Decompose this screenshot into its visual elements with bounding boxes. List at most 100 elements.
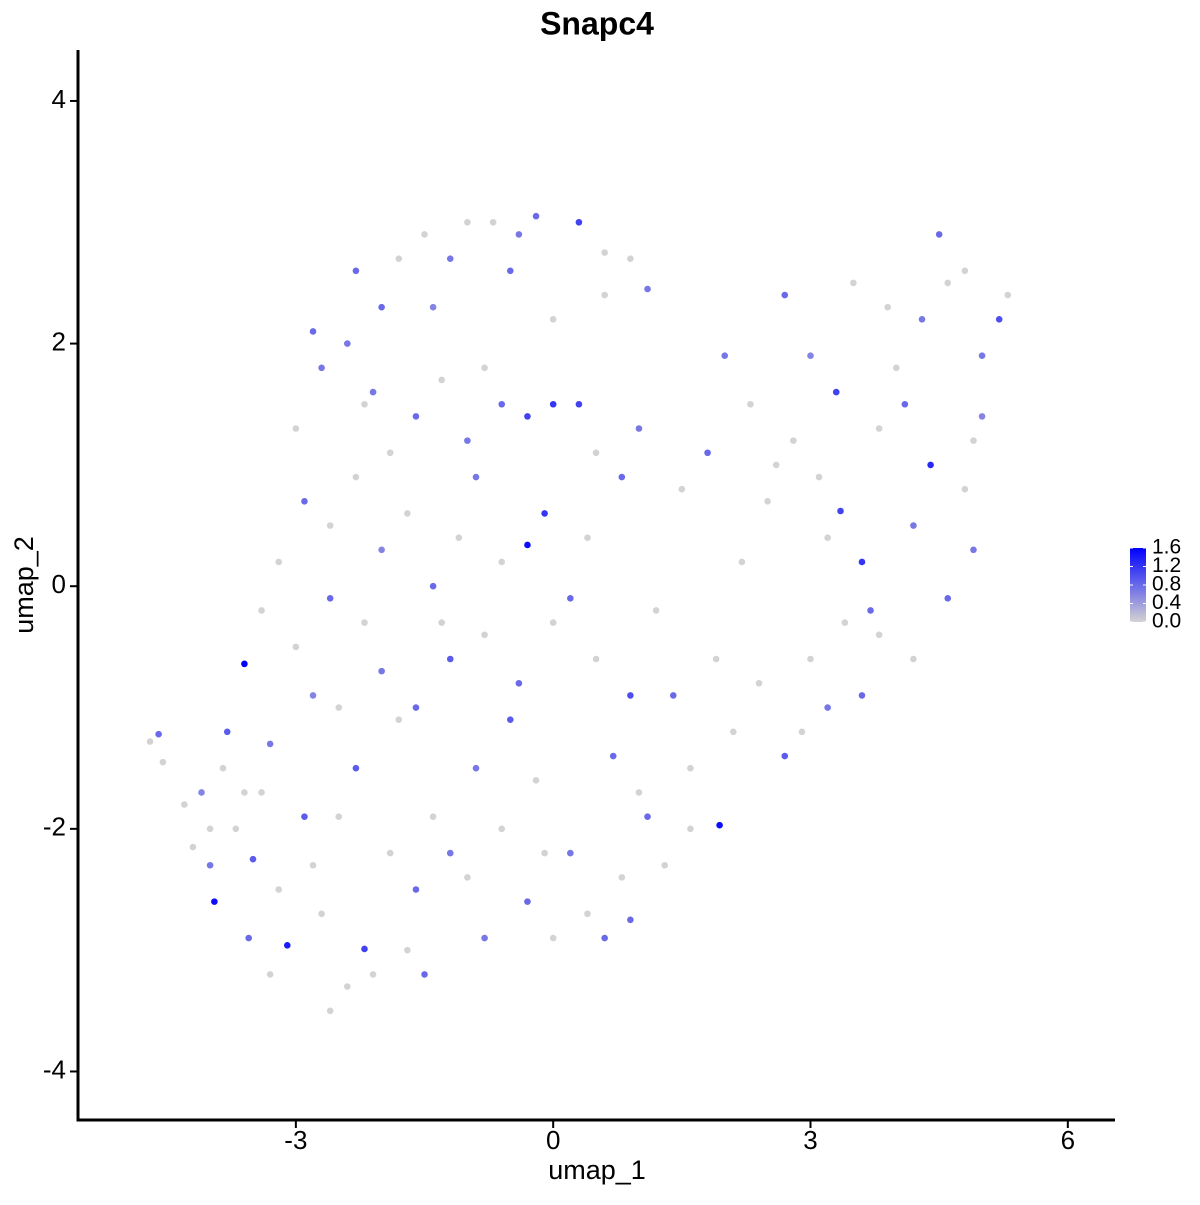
cell-point — [344, 340, 351, 347]
x-tick-label: 6 — [1061, 1125, 1075, 1155]
cell-point — [627, 255, 634, 262]
cell-point — [412, 704, 420, 711]
cell-point — [575, 400, 583, 408]
cell-point — [481, 631, 488, 639]
cell-point — [592, 449, 600, 457]
cell-point — [901, 400, 909, 408]
cell-point — [961, 267, 969, 275]
cell-point — [935, 231, 943, 238]
cell-point — [567, 595, 574, 602]
cell-point — [875, 631, 883, 639]
cell-point — [223, 728, 231, 736]
cell-point — [661, 861, 668, 869]
cell-point — [515, 679, 523, 687]
cell-point — [944, 279, 952, 287]
cell-point — [549, 934, 557, 942]
x-tick-label: 0 — [546, 1125, 560, 1155]
cell-point — [361, 945, 368, 953]
cell-point — [506, 716, 514, 723]
cell-point — [378, 546, 385, 554]
cell-point — [489, 218, 497, 226]
cell-point — [601, 249, 608, 256]
cell-point — [875, 425, 883, 432]
cell-point — [601, 934, 608, 942]
cell-point — [961, 485, 969, 493]
cell-point — [884, 303, 892, 311]
cell-point — [858, 692, 866, 699]
cell-point — [446, 849, 454, 857]
cell-point — [159, 758, 167, 766]
cell-point — [219, 764, 227, 772]
cell-point — [464, 874, 471, 881]
cell-point — [524, 413, 531, 420]
cell-point — [635, 789, 643, 796]
cell-point — [498, 825, 506, 833]
y-axis-label: umap_2 — [9, 536, 39, 634]
cell-point — [301, 813, 308, 821]
cell-point — [412, 886, 420, 893]
cell-point — [386, 449, 394, 457]
cell-point — [918, 316, 926, 323]
cell-point — [438, 619, 445, 626]
cell-point — [832, 388, 840, 396]
cell-point — [361, 400, 368, 408]
cell-point — [481, 934, 488, 942]
cell-point — [807, 655, 814, 663]
cell-point — [515, 231, 523, 238]
cell-point — [549, 316, 557, 323]
colorbar — [1130, 548, 1146, 622]
cell-point — [601, 291, 608, 299]
cell-point — [678, 485, 686, 493]
cell-point — [584, 534, 591, 541]
cell-point — [429, 813, 437, 821]
cell-point — [618, 473, 626, 481]
cell-point — [892, 364, 900, 372]
cell-point — [858, 558, 866, 566]
cell-point — [421, 231, 428, 238]
cell-point — [549, 619, 557, 626]
cell-point — [395, 716, 403, 723]
cell-point — [644, 285, 651, 293]
cell-point — [181, 801, 188, 808]
cell-point — [781, 291, 789, 299]
cell-point — [824, 704, 831, 711]
cell-point — [764, 497, 771, 505]
cell-point — [944, 595, 952, 602]
cell-point — [429, 303, 437, 311]
cell-point — [712, 655, 720, 663]
cell-point — [258, 607, 265, 614]
cell-point — [910, 522, 917, 529]
cell-point — [455, 534, 463, 541]
cell-point — [772, 461, 780, 469]
cell-point — [232, 825, 240, 833]
cell-point — [344, 983, 351, 990]
cell-point — [266, 740, 274, 748]
cell-point — [292, 425, 300, 432]
cell-point — [747, 400, 754, 408]
cell-point — [837, 507, 844, 515]
cell-point — [369, 971, 377, 978]
cell-point — [275, 886, 283, 893]
cell-point — [266, 971, 274, 978]
cell-point — [524, 541, 531, 549]
cell-point — [575, 218, 583, 226]
cell-point — [446, 655, 454, 663]
cell-point — [318, 910, 325, 918]
cell-point — [970, 437, 977, 444]
cell-point — [378, 303, 385, 311]
cell-point — [532, 777, 540, 784]
cell-point — [609, 752, 617, 760]
cell-point — [326, 595, 334, 602]
y-tick-label: -2 — [43, 812, 66, 842]
cell-point — [241, 660, 248, 668]
cell-point — [241, 789, 248, 796]
cell-point — [378, 667, 385, 675]
cell-point — [283, 942, 291, 949]
cell-point — [352, 473, 360, 481]
cell-point — [532, 212, 540, 220]
cell-point — [798, 728, 806, 736]
cell-point — [995, 316, 1003, 323]
cell-point — [790, 437, 797, 444]
cell-point — [421, 971, 428, 978]
